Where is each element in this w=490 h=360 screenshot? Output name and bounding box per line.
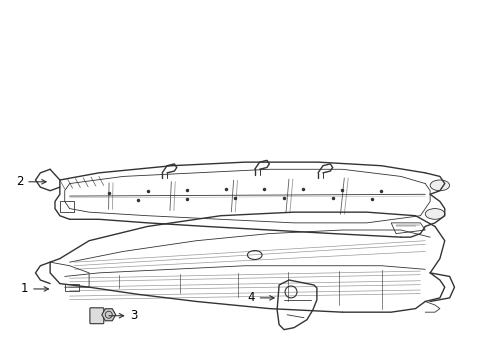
Ellipse shape	[430, 180, 450, 191]
Ellipse shape	[425, 208, 445, 219]
Text: 1: 1	[21, 283, 49, 296]
Text: 2: 2	[16, 175, 46, 188]
FancyBboxPatch shape	[90, 308, 104, 324]
Text: 4: 4	[247, 291, 274, 305]
Text: 3: 3	[109, 309, 138, 322]
